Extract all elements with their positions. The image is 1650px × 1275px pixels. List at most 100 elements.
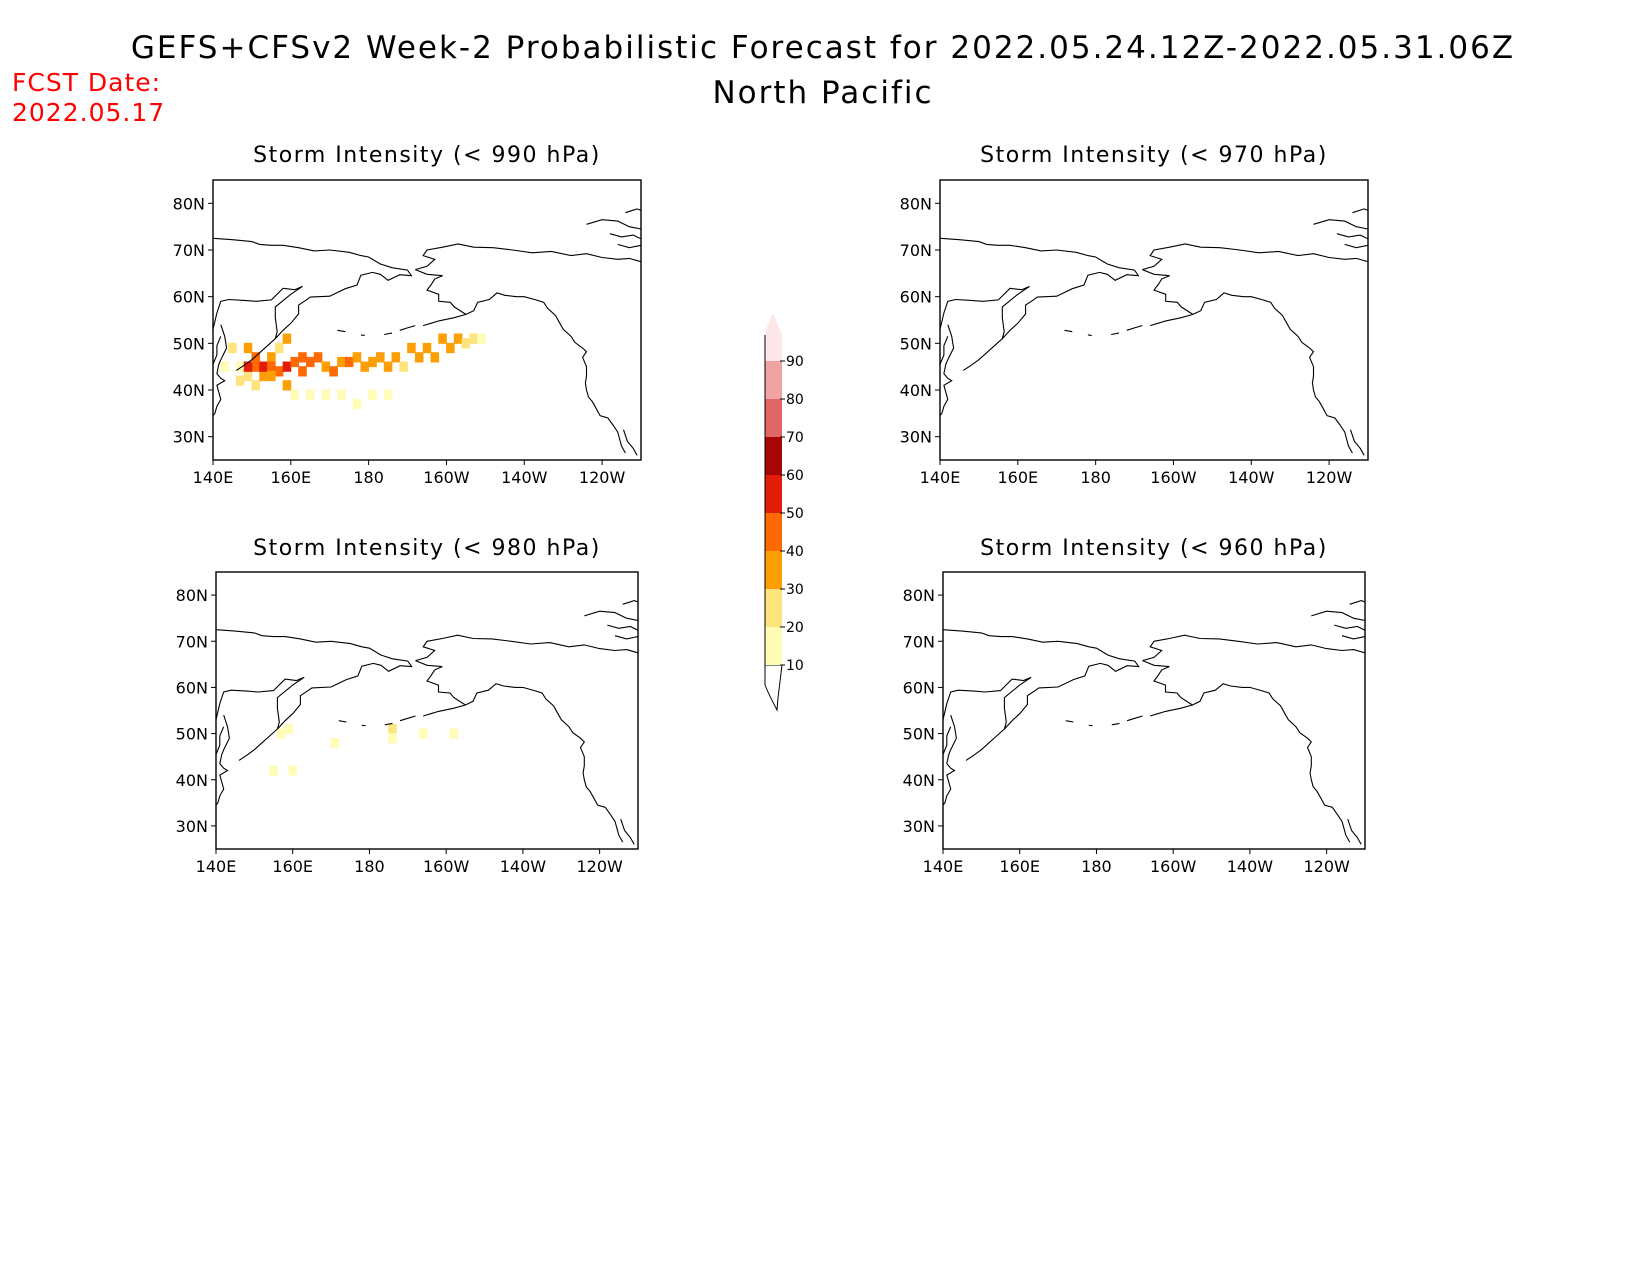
heatmap-cell — [449, 728, 459, 739]
lat-tick-label: 60N — [900, 288, 932, 307]
lon-tick-label: 180 — [1080, 468, 1111, 487]
coastline — [584, 610, 638, 622]
heatmap-cell — [235, 361, 245, 372]
coastline — [399, 325, 416, 331]
colorbar-swatch — [765, 627, 782, 665]
lon-tick-label: 140W — [1227, 857, 1274, 876]
coastline — [238, 728, 278, 761]
coastline — [962, 338, 1003, 371]
coastline — [216, 726, 225, 755]
colorbar-swatch — [765, 361, 782, 399]
heatmap-cell — [477, 333, 486, 344]
colorbar-swatch — [765, 551, 782, 589]
coastline — [620, 818, 635, 845]
coastline — [1352, 208, 1368, 214]
colorbar-label: 60 — [786, 468, 804, 484]
coastline — [415, 660, 624, 843]
colorbar-swatch — [765, 589, 782, 627]
coastline — [1150, 704, 1193, 717]
heatmap-cell — [267, 370, 276, 382]
heatmap-cell — [344, 356, 354, 368]
coastline — [1334, 624, 1365, 631]
coastline — [337, 329, 346, 333]
heatmap-cell — [422, 342, 432, 354]
heatmap-cell — [251, 361, 261, 372]
coastline — [213, 336, 222, 365]
colorbar-label: 30 — [786, 582, 804, 598]
lat-tick-label: 40N — [903, 771, 935, 790]
heatmap-cell — [305, 389, 315, 400]
coastline — [1349, 600, 1365, 605]
lat-tick-label: 70N — [176, 632, 208, 651]
map-panel-990: 80N 70N 60N 50N 40N 30N 140E 160E 180 160W 140W 120… — [173, 179, 642, 487]
heatmap-cell — [352, 352, 362, 363]
lat-tick-label: 80N — [900, 194, 932, 213]
lon-tick-label: 140W — [1228, 468, 1275, 487]
lon-tick-label: 180 — [353, 468, 384, 487]
coastline — [1111, 722, 1120, 726]
lat-tick-label: 70N — [900, 241, 932, 260]
panel-title-980: Storm Intensity (< 980 hPa) — [253, 536, 601, 561]
coastline — [965, 728, 1005, 761]
colorbar-label: 50 — [786, 506, 804, 522]
heatmap-cell — [330, 737, 340, 748]
coastline — [399, 715, 416, 722]
coastline — [1347, 818, 1362, 845]
colorbar-label: 70 — [786, 430, 804, 446]
lat-tick-label: 70N — [173, 241, 205, 260]
lat-tick-label: 60N — [903, 678, 935, 697]
colorbar-swatch — [765, 513, 782, 551]
heatmap-cell — [282, 380, 292, 391]
heatmap-cell — [388, 723, 397, 735]
coastline — [235, 338, 276, 371]
lon-tick-label: 140E — [196, 857, 237, 876]
heatmap-cell — [276, 728, 286, 739]
heatmap-cell — [251, 352, 261, 363]
coastline — [614, 635, 638, 640]
lon-tick-label: 140W — [501, 468, 548, 487]
heatmap-cell — [391, 352, 401, 363]
lat-tick-label: 50N — [900, 334, 932, 353]
lon-tick-label: 140E — [920, 468, 961, 487]
map-panel-970: 80N 70N 60N 50N 40N 30N 140E 160E 180 160W 140W 120… — [900, 179, 1369, 487]
lon-tick-label: 120W — [1303, 857, 1350, 876]
heatmap-cell — [269, 765, 278, 776]
heatmap-cell — [228, 342, 237, 354]
heatmap-cell — [235, 375, 245, 386]
panel-title-970: Storm Intensity (< 970 hPa) — [980, 143, 1328, 168]
lat-tick-label: 30N — [900, 428, 932, 447]
lon-tick-label: 160E — [270, 468, 311, 487]
lat-tick-label: 70N — [903, 632, 935, 651]
heatmap-cell — [284, 723, 294, 735]
lon-tick-label: 160E — [997, 468, 1038, 487]
region-title: North Pacific — [712, 75, 934, 111]
heatmap-cell — [259, 370, 268, 382]
heatmap-cell — [321, 389, 331, 400]
map-frame — [942, 571, 1366, 850]
heatmap-cell — [388, 733, 397, 744]
coastline — [1111, 332, 1120, 336]
lat-tick-label: 40N — [900, 381, 932, 400]
lon-tick-label: 140W — [500, 857, 547, 876]
heatmap-cell — [259, 361, 268, 372]
heatmap-cell — [368, 389, 377, 400]
lon-tick-label: 140E — [923, 857, 964, 876]
coastline — [384, 722, 393, 726]
heatmap-cell — [288, 765, 297, 776]
heatmap-cell — [368, 356, 377, 368]
coastline — [1064, 329, 1073, 333]
coastline — [586, 219, 641, 230]
heatmap-cell — [383, 389, 393, 400]
coastline — [1349, 429, 1365, 456]
fcst-date-label: FCST Date: — [12, 68, 162, 97]
lon-tick-label: 160E — [272, 857, 313, 876]
heatmap-cell — [305, 356, 315, 368]
heatmap-cell — [438, 333, 447, 344]
coastline — [422, 313, 467, 327]
coastline — [622, 600, 638, 605]
lat-tick-label: 30N — [173, 428, 205, 447]
coastline — [1142, 660, 1351, 843]
coastline — [607, 624, 638, 631]
heatmap-cell — [360, 361, 370, 372]
lat-tick-label: 30N — [176, 817, 208, 836]
